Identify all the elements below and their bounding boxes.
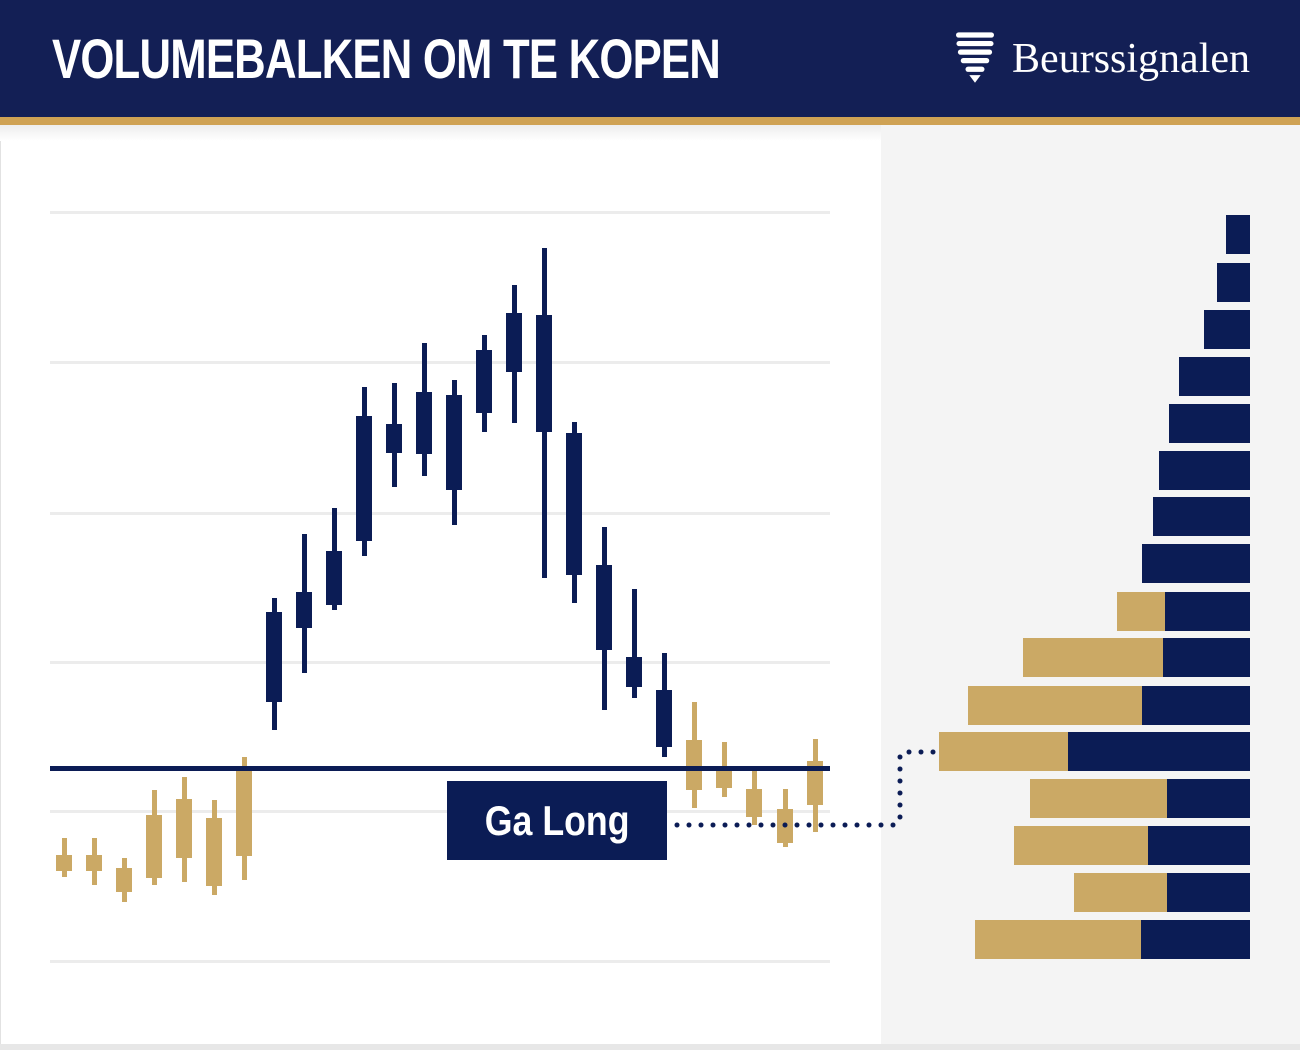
volume-bar-sell xyxy=(1030,779,1167,818)
brand: Beurssignalen xyxy=(956,31,1250,86)
volume-bar-buy xyxy=(1169,404,1250,443)
candle-body xyxy=(236,769,252,856)
volume-bar-sell xyxy=(1014,826,1148,865)
volume-bar-buy xyxy=(1153,497,1250,536)
volume-bar-sell xyxy=(1023,638,1163,677)
entry-level-line xyxy=(50,766,830,771)
brand-name: Beurssignalen xyxy=(1012,35,1250,82)
volume-bar-sell xyxy=(968,686,1142,725)
candle-body xyxy=(596,565,612,650)
bottom-strip xyxy=(0,1044,1300,1050)
accent-bar xyxy=(0,117,1300,125)
ga-long-text: Ga Long xyxy=(484,796,630,844)
volume-bar-sell xyxy=(1117,592,1165,631)
volume-bar-buy xyxy=(1141,920,1250,959)
candle-body xyxy=(686,740,702,790)
candle-body xyxy=(566,433,582,575)
header-fade xyxy=(0,125,881,141)
candle-body xyxy=(206,818,222,886)
candle-body xyxy=(56,855,72,871)
candle-body xyxy=(716,767,732,788)
volume-bar-buy xyxy=(1167,779,1250,818)
volume-bar-buy xyxy=(1148,826,1250,865)
volume-bar-buy xyxy=(1179,357,1250,396)
page-title: VOLUMEBALKEN OM TE KOPEN xyxy=(52,27,721,90)
ga-long-label: Ga Long xyxy=(447,781,667,860)
connector-dotted-line xyxy=(903,749,937,755)
volume-bar-sell xyxy=(1074,873,1167,912)
candle-body xyxy=(146,815,162,878)
candle-body xyxy=(536,315,552,432)
candle-body xyxy=(446,395,462,490)
volume-bar-sell xyxy=(939,732,1068,771)
candle-body xyxy=(807,761,823,805)
volume-bar-buy xyxy=(1163,638,1250,677)
candle-body xyxy=(416,392,432,454)
volume-bar-sell xyxy=(975,920,1141,959)
connector-dotted-line xyxy=(671,822,902,828)
connector-dotted-line xyxy=(897,751,903,825)
volume-bar-buy xyxy=(1142,686,1250,725)
volume-bar-buy xyxy=(1226,215,1250,254)
candle-body xyxy=(86,855,102,871)
header-bar: VOLUMEBALKEN OM TE KOPEN Beurssignalen xyxy=(0,0,1300,117)
volume-bar-buy xyxy=(1217,263,1250,302)
volume-bar-buy xyxy=(1142,544,1250,583)
volume-bar-buy xyxy=(1165,592,1250,631)
candle-body xyxy=(476,350,492,413)
candle-wick xyxy=(631,589,637,698)
beurssignalen-shield-logo-icon xyxy=(956,31,995,83)
gridline xyxy=(50,512,830,515)
gridline xyxy=(50,661,830,664)
candle-body xyxy=(266,612,282,702)
gridline xyxy=(50,361,830,364)
candle-body xyxy=(326,551,342,605)
volume-bar-buy xyxy=(1159,451,1250,490)
candle-body xyxy=(626,657,642,687)
gridline xyxy=(50,810,830,813)
candle-body xyxy=(746,789,762,817)
candle-body xyxy=(386,424,402,453)
candle-body xyxy=(356,416,372,541)
candle-body xyxy=(656,690,672,747)
volume-bar-buy xyxy=(1167,873,1250,912)
candle-body xyxy=(506,313,522,372)
candle-body xyxy=(296,592,312,628)
volume-bar-buy xyxy=(1204,310,1250,349)
gridline xyxy=(50,960,830,963)
candle-body xyxy=(116,868,132,892)
gridline xyxy=(50,211,830,214)
volume-bar-buy xyxy=(1068,732,1250,771)
candle-body xyxy=(176,799,192,858)
